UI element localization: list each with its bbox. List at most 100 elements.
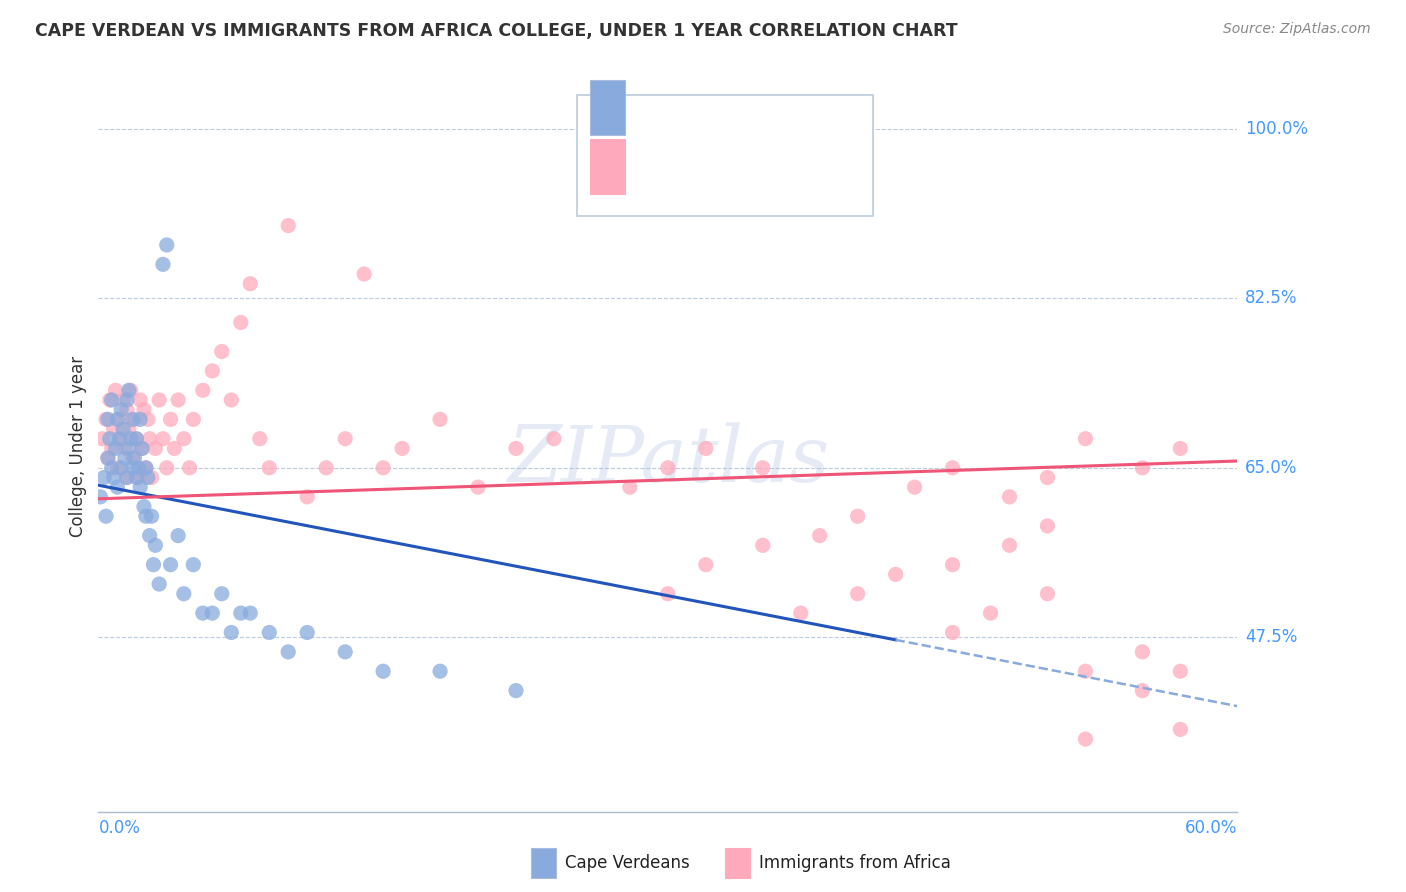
Point <box>135 509 157 524</box>
Point <box>998 490 1021 504</box>
Point <box>297 490 319 504</box>
Text: 0.0%: 0.0% <box>98 820 141 838</box>
Point <box>229 606 252 620</box>
Point <box>211 587 233 601</box>
Point <box>846 587 869 601</box>
Point <box>132 402 155 417</box>
Point <box>148 577 170 591</box>
Point <box>942 460 965 475</box>
Point <box>353 267 375 281</box>
Point <box>135 460 157 475</box>
Point <box>1074 732 1097 747</box>
Point <box>156 460 179 475</box>
Point <box>152 432 174 446</box>
Point <box>138 432 160 446</box>
Point <box>1036 519 1059 533</box>
Point <box>104 384 127 398</box>
Point <box>114 451 136 466</box>
Point <box>107 460 129 475</box>
Point <box>121 451 143 466</box>
Point <box>979 606 1001 620</box>
Point <box>115 402 138 417</box>
Bar <box>591 80 624 136</box>
Point <box>619 480 641 494</box>
Point <box>125 470 148 484</box>
Point <box>142 558 165 572</box>
Text: 82.5%: 82.5% <box>1244 289 1298 307</box>
Point <box>110 402 132 417</box>
Point <box>371 665 394 679</box>
Text: Cape Verdeans: Cape Verdeans <box>565 854 690 871</box>
Point <box>429 665 451 679</box>
Point <box>120 384 142 398</box>
Point <box>141 509 163 524</box>
Point <box>191 384 214 398</box>
Point <box>107 412 129 426</box>
Point <box>259 625 281 640</box>
Point <box>1170 665 1192 679</box>
Point <box>335 645 357 659</box>
Point <box>108 432 131 446</box>
Bar <box>531 848 557 878</box>
Point <box>173 587 195 601</box>
Point <box>249 432 271 446</box>
Point <box>156 238 179 252</box>
Point <box>229 316 252 330</box>
Point <box>127 460 149 475</box>
Point <box>183 558 205 572</box>
Point <box>125 432 148 446</box>
Point <box>121 460 143 475</box>
Point <box>315 460 337 475</box>
Point <box>91 432 114 446</box>
Point <box>112 392 135 407</box>
Text: 100.0%: 100.0% <box>1244 120 1308 137</box>
Point <box>131 442 153 456</box>
Point <box>505 683 527 698</box>
Point <box>1074 665 1097 679</box>
Point <box>183 412 205 426</box>
Point <box>695 442 717 456</box>
Point <box>136 470 159 484</box>
Point <box>429 412 451 426</box>
Point <box>467 480 489 494</box>
Point <box>98 432 121 446</box>
Text: CAPE VERDEAN VS IMMIGRANTS FROM AFRICA COLLEGE, UNDER 1 YEAR CORRELATION CHART: CAPE VERDEAN VS IMMIGRANTS FROM AFRICA C… <box>35 22 957 40</box>
Point <box>115 470 138 484</box>
Point <box>1170 723 1192 737</box>
Point <box>110 460 132 475</box>
Point <box>173 432 195 446</box>
Point <box>179 460 201 475</box>
Point <box>159 412 181 426</box>
Point <box>1132 683 1154 698</box>
Point <box>167 528 190 542</box>
Point <box>942 625 965 640</box>
Point <box>201 364 224 378</box>
Point <box>89 490 111 504</box>
Text: ZIPatlas: ZIPatlas <box>506 423 830 499</box>
Point <box>1036 587 1059 601</box>
Point <box>201 606 224 620</box>
Y-axis label: College, Under 1 year: College, Under 1 year <box>69 355 87 537</box>
Point <box>120 432 142 446</box>
Text: 60.0%: 60.0% <box>1185 820 1237 838</box>
Point <box>657 587 679 601</box>
Point <box>138 528 160 542</box>
Point <box>129 392 152 407</box>
Point <box>167 392 190 407</box>
Point <box>100 442 122 456</box>
Point <box>94 412 117 426</box>
Point <box>110 432 132 446</box>
Point <box>297 625 319 640</box>
Point <box>97 451 120 466</box>
Point <box>505 442 527 456</box>
Point <box>114 442 136 456</box>
Point <box>136 412 159 426</box>
Point <box>112 422 135 436</box>
Point <box>904 480 927 494</box>
Text: 47.5%: 47.5% <box>1244 628 1298 647</box>
Point <box>752 460 775 475</box>
Point <box>98 392 121 407</box>
Text: 65.0%: 65.0% <box>1244 458 1298 477</box>
Point <box>277 219 299 233</box>
Point <box>135 460 157 475</box>
